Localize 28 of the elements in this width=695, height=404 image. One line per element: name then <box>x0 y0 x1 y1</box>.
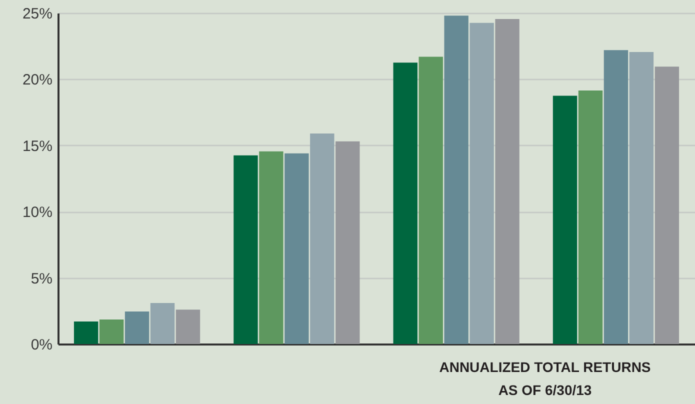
bar <box>578 90 603 344</box>
bar <box>176 310 200 344</box>
bar <box>310 133 334 344</box>
bar <box>99 320 124 344</box>
bar <box>604 50 628 344</box>
bar <box>629 52 654 344</box>
bar <box>444 16 468 344</box>
bar <box>418 56 443 344</box>
y-tick-label: 20% <box>22 72 52 89</box>
bar <box>259 151 284 344</box>
bar <box>495 18 520 344</box>
text: ANNUALIZED TOTAL RETURNS <box>439 359 651 375</box>
bar <box>552 96 578 344</box>
bar <box>336 141 360 344</box>
bar <box>234 155 258 344</box>
y-tick-label: 10% <box>22 204 52 222</box>
bar <box>284 153 309 344</box>
y-tick-label: 15% <box>22 138 52 155</box>
y-tick-label: 0% <box>30 336 52 354</box>
y-tick-label: 25% <box>22 6 52 22</box>
bar <box>74 321 98 344</box>
bar <box>124 312 150 344</box>
bar <box>470 22 494 344</box>
text: AS OF 6/30/13 <box>498 382 592 398</box>
bar <box>150 302 175 344</box>
bar <box>393 62 418 344</box>
bar <box>654 66 680 344</box>
y-tick-label: 5% <box>30 270 52 288</box>
